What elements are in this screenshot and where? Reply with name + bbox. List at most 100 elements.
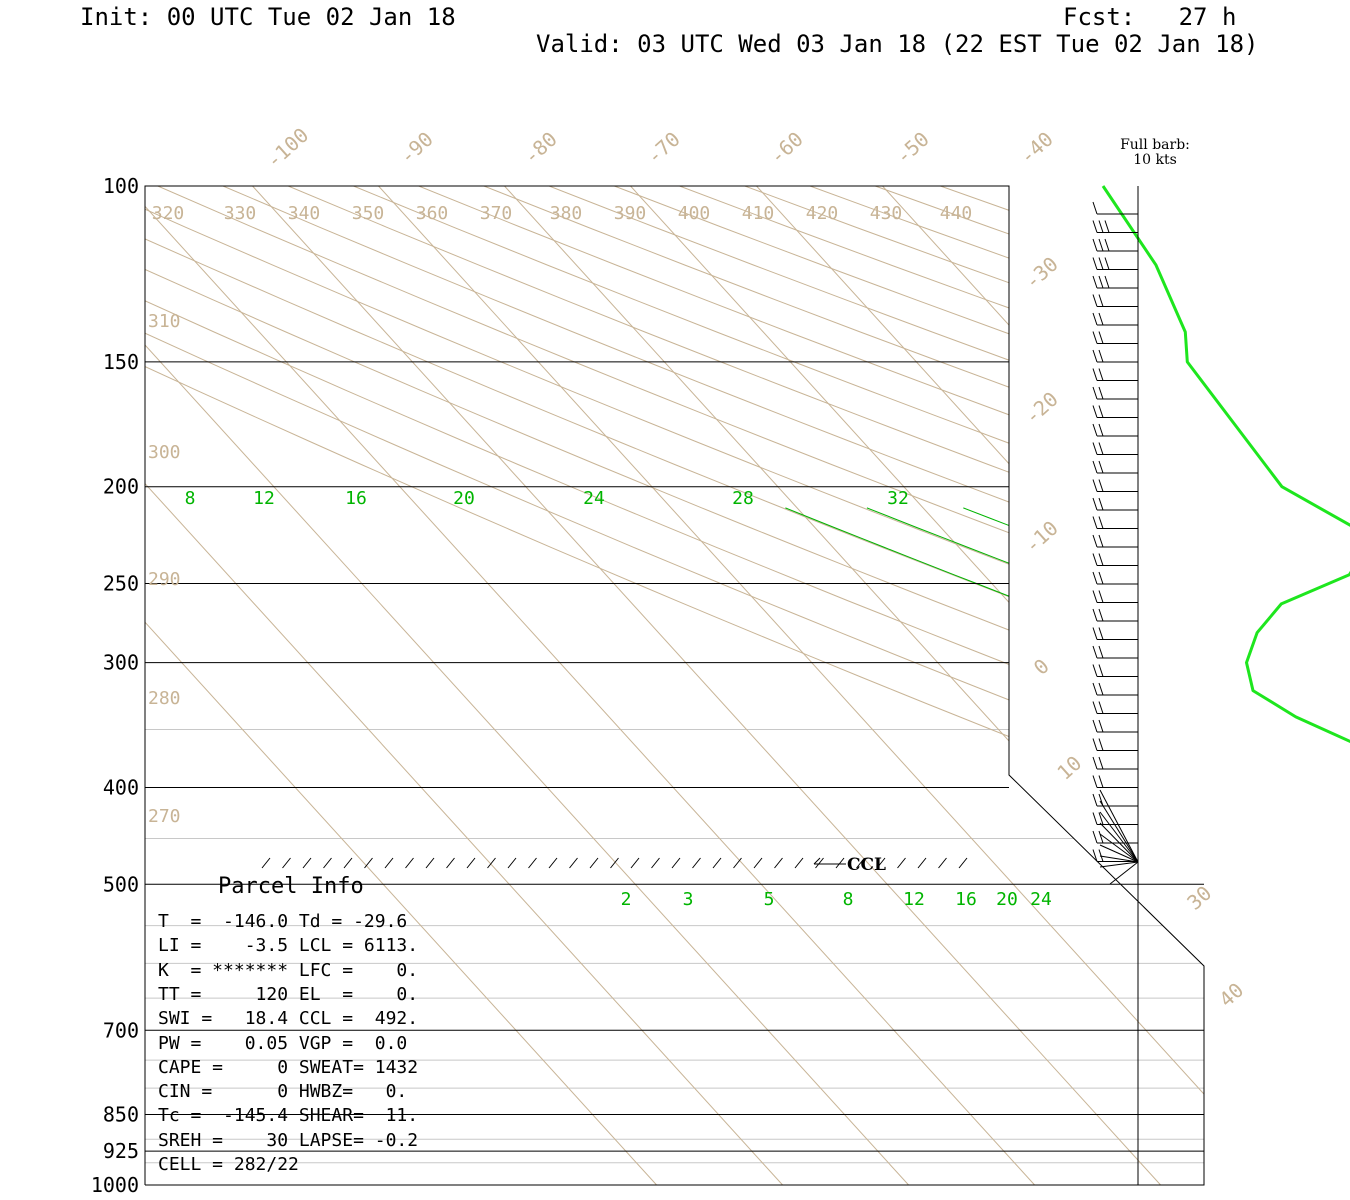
theta-label: 440 — [940, 203, 973, 224]
wind-barb — [1092, 201, 1138, 215]
pressure-label: 1000 — [91, 1173, 139, 1197]
moist-adiabat-label: 8 — [185, 488, 196, 509]
isotherm — [882, 186, 1204, 1185]
wind-barb — [1092, 756, 1138, 770]
isotherm — [756, 186, 1204, 1185]
parcel-info-row: LI = -3.5 LCL = 6113. — [158, 935, 419, 957]
pressure-label: 925 — [103, 1139, 139, 1163]
pressure-label: 100 — [103, 174, 139, 198]
wind-barb — [1092, 479, 1138, 492]
isotherm-label: -20 — [1020, 387, 1063, 429]
pressure-label: 500 — [103, 872, 139, 896]
isotherm — [252, 186, 1161, 1185]
wind-barb — [1099, 811, 1139, 863]
hatch-mark — [630, 857, 640, 869]
isotherm — [1008, 186, 1204, 1185]
moist-adiabat — [785, 507, 1204, 1185]
pressure-label: 400 — [103, 775, 139, 799]
dry-adiabat — [145, 186, 1204, 1185]
wind-barb — [1092, 312, 1138, 326]
hatch-mark — [774, 857, 783, 869]
theta-label: 330 — [224, 203, 257, 224]
wind-barb — [1092, 349, 1138, 363]
wind-barb — [1092, 405, 1138, 418]
wind-barb — [1092, 275, 1138, 289]
isotherm-label: -90 — [395, 127, 438, 169]
isotherm — [504, 186, 1204, 1185]
parcel-info-row: SREH = 30 LAPSE= -0.2 — [158, 1129, 419, 1151]
parcel-info-row: T = -146.0 Td = -29.6 — [158, 911, 408, 932]
hatch-mark — [733, 857, 742, 869]
dewpoint-trace — [1101, 185, 1350, 744]
isotherm — [630, 186, 1204, 1185]
isotherm — [145, 186, 783, 1185]
dry-adiabat — [418, 186, 1204, 1185]
hatch-mark — [692, 857, 701, 869]
wind-barb — [1092, 812, 1138, 825]
wind-barb — [1099, 789, 1139, 863]
parcel-info-row: K = ******* LFC = 0. — [158, 959, 419, 981]
isotherm — [145, 186, 1035, 1185]
wind-barb — [1099, 800, 1139, 863]
dry-adiabat — [288, 186, 1204, 1185]
theta-label: 430 — [870, 203, 903, 224]
mixing-ratio-label: 3 — [683, 889, 694, 910]
theta-label: 410 — [742, 203, 775, 224]
dry-adiabat — [614, 186, 1204, 1185]
valid-time: Valid: 03 UTC Wed 03 Jan 18 (22 EST Tue … — [536, 30, 1259, 58]
isotherm-label: -10 — [1020, 516, 1063, 558]
pressure-label: 150 — [103, 350, 139, 374]
ccl-label: CCL — [847, 855, 886, 875]
plot-frame — [144, 185, 1205, 1186]
wind-barb — [1092, 590, 1138, 603]
theta-label: 310 — [148, 311, 181, 332]
hatch-mark — [569, 857, 578, 869]
parcel-info-title: Parcel Info — [218, 874, 364, 899]
hatch-mark — [425, 857, 435, 869]
mixing-ratio-label: 8 — [843, 889, 854, 910]
theta-label: 270 — [148, 806, 181, 827]
dry-adiabat — [145, 186, 1204, 1185]
isotherm-label: -60 — [765, 127, 808, 169]
wind-barb — [1092, 627, 1138, 640]
isotherm — [378, 186, 1204, 1185]
wind-barb — [1092, 738, 1138, 751]
isotherm-label: -100 — [261, 123, 313, 173]
isotherm — [1134, 186, 1204, 1185]
wind-barb — [1092, 775, 1138, 788]
wind-barb — [1092, 719, 1138, 733]
hatch-mark — [917, 857, 927, 869]
theta-label: 390 — [614, 203, 647, 224]
dry-adiabat — [940, 186, 1204, 1185]
dry-adiabat — [145, 186, 1204, 1185]
mixing-ratio-label: 5 — [764, 889, 775, 910]
hatch-mark — [753, 857, 763, 869]
wind-barb — [1092, 220, 1138, 233]
isotherm-label: 30 — [1182, 881, 1216, 915]
parcel-info-row: Tc = -145.4 SHEAR= 11. — [158, 1105, 419, 1127]
isotherm — [145, 186, 657, 1185]
barb-legend: Full barb: 10 kts — [1095, 138, 1215, 168]
parcel-info-row: TT = 120 EL = 0. — [158, 983, 419, 1005]
hatch-mark — [384, 857, 394, 869]
isotherm-label: 40 — [1214, 978, 1248, 1012]
wind-barb — [1099, 822, 1139, 863]
theta-label: 380 — [550, 203, 583, 224]
wind-barb — [1092, 682, 1138, 696]
hatch-mark — [958, 857, 968, 869]
hatch-mark — [712, 857, 722, 869]
wind-barb — [1092, 331, 1138, 344]
hatch-mark — [487, 857, 496, 869]
hatch-mark — [282, 857, 291, 869]
wind-barb — [1099, 833, 1139, 863]
init-time: Init: 00 UTC Tue 02 Jan 18 — [80, 3, 456, 31]
dry-adiabat — [483, 186, 1204, 1185]
pressure-label: 850 — [103, 1102, 139, 1126]
hatch-mark — [856, 857, 865, 869]
moist-adiabat — [963, 507, 1204, 1185]
wind-barb — [1092, 423, 1138, 437]
mixing-ratio-label: 20 — [996, 889, 1018, 910]
hatch-mark — [364, 857, 373, 869]
theta-label: 370 — [480, 203, 513, 224]
